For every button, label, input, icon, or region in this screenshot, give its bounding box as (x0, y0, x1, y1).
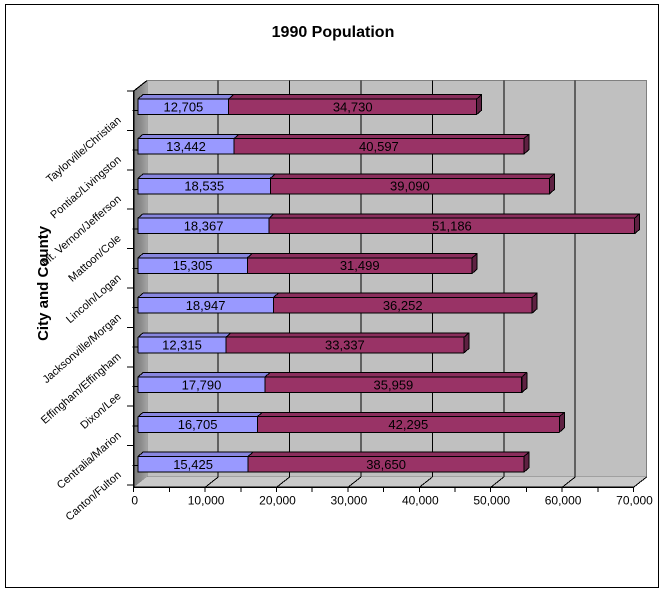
svg-text:13,442: 13,442 (166, 139, 206, 154)
svg-text:10,000: 10,000 (188, 493, 225, 507)
svg-text:12,315: 12,315 (162, 338, 202, 353)
svg-text:42,295: 42,295 (388, 417, 428, 432)
svg-text:Jacksonville/Morgan: Jacksonville/Morgan (41, 311, 124, 385)
svg-text:18,947: 18,947 (186, 298, 226, 313)
svg-text:18,535: 18,535 (184, 179, 224, 194)
svg-text:70,000: 70,000 (616, 493, 653, 507)
svg-text:31,499: 31,499 (340, 258, 380, 273)
svg-text:Effingham/Effingham: Effingham/Effingham (39, 351, 124, 427)
svg-text:City and County: City and County (35, 225, 52, 341)
svg-text:17,790: 17,790 (182, 377, 222, 392)
svg-text:51,186: 51,186 (432, 219, 472, 234)
svg-text:40,597: 40,597 (359, 139, 399, 154)
svg-text:38,650: 38,650 (366, 457, 406, 472)
svg-text:Taylorville/Christian: Taylorville/Christian (44, 114, 123, 185)
svg-text:Dixon/Lee: Dixon/Lee (78, 390, 123, 432)
svg-text:35,959: 35,959 (374, 377, 414, 392)
svg-text:50,000: 50,000 (473, 493, 510, 507)
svg-text:39,090: 39,090 (390, 179, 430, 194)
svg-text:16,705: 16,705 (178, 417, 218, 432)
svg-text:30,000: 30,000 (331, 493, 368, 507)
svg-text:40,000: 40,000 (402, 493, 439, 507)
svg-text:20,000: 20,000 (259, 493, 296, 507)
svg-text:60,000: 60,000 (545, 493, 582, 507)
svg-text:36,252: 36,252 (383, 298, 423, 313)
svg-text:18,367: 18,367 (184, 219, 224, 234)
svg-text:34,730: 34,730 (333, 99, 373, 114)
svg-text:15,305: 15,305 (173, 258, 213, 273)
svg-text:15,425: 15,425 (173, 457, 213, 472)
svg-text:33,337: 33,337 (325, 338, 365, 353)
svg-text:1990 Population: 1990 Population (272, 24, 395, 41)
svg-text:12,705: 12,705 (164, 99, 204, 114)
svg-text:0: 0 (131, 493, 138, 507)
